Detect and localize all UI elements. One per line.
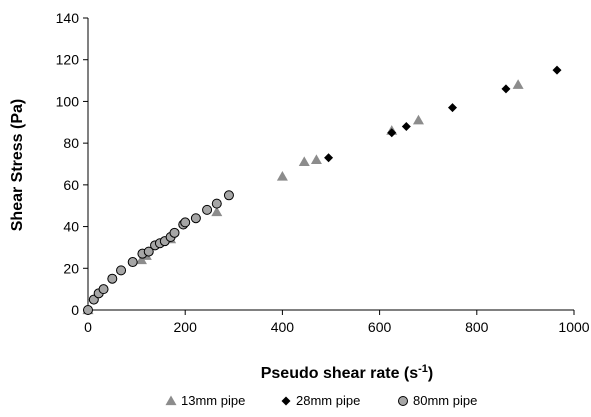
y-tick-label: 80 [63,135,79,151]
data-point [127,257,138,268]
data-point [387,128,397,138]
data-point [552,65,562,75]
data-point [501,84,511,94]
y-tick-label: 120 [56,52,80,68]
x-tick-label: 200 [174,319,198,335]
legend-entry: 13mm pipe [181,393,245,408]
legend-marker [165,395,177,406]
data-point [401,121,411,131]
data-point [448,103,457,113]
data-point [223,190,234,201]
legend-marker [398,396,408,406]
x-tick-label: 600 [368,319,392,335]
data-points [82,65,562,315]
data-point [211,198,222,209]
data-point [324,153,334,163]
x-axis-title: Pseudo shear rate (s-1) [261,363,434,382]
data-point [83,305,93,315]
data-point [310,154,322,164]
data-point [412,114,424,125]
data-point [512,79,524,89]
y-tick-label: 20 [63,260,79,276]
data-point [298,156,310,167]
y-tick-label: 100 [56,93,80,109]
series-2 [83,65,562,315]
y-tick-label: 40 [63,219,79,235]
data-point [202,204,213,215]
legend-entry: 28mm pipe [296,393,360,408]
data-point [116,265,127,276]
data-point [98,284,109,295]
data-point [143,246,154,257]
legend-marker [281,396,291,406]
data-point [211,206,223,217]
x-tick-label: 1000 [558,319,589,335]
data-point [180,217,191,228]
x-tick-label: 0 [84,319,92,335]
x-tick-label: 800 [465,319,489,335]
data-point [169,227,180,238]
data-point [276,171,288,181]
data-point [107,273,118,284]
y-tick-label: 60 [63,177,79,193]
legend-entry: 80mm pipe [413,393,477,408]
series-1 [82,79,524,315]
y-axis-title: Shear Stress (Pa) [9,99,26,232]
legend: 13mm pipe 28mm pipe 80mm pipe [165,393,477,408]
series-3 [83,190,234,315]
ticks: 0 20 40 60 80 100 120 140 0 200 400 600 800 1000 [56,10,590,335]
y-tick-label: 140 [56,10,80,26]
y-tick-label: 0 [71,302,79,318]
data-point [190,213,201,224]
x-tick-label: 400 [271,319,295,335]
axes [87,18,574,311]
